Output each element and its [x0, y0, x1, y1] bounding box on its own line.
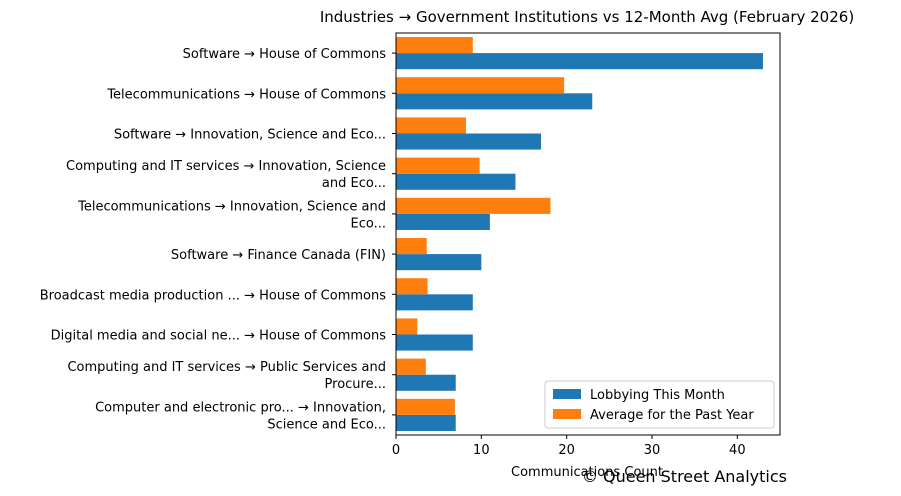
x-tick-label: 30 [644, 443, 661, 458]
bar-past-year-avg-10 [396, 398, 455, 415]
x-tick-label: 0 [392, 443, 400, 458]
bar-past-year-avg-6 [396, 238, 427, 255]
bar-this-month-8 [396, 334, 473, 351]
bar-past-year-avg-7 [396, 278, 428, 295]
y-tick-label: Procure... [325, 377, 386, 392]
bar-this-month-5 [396, 213, 490, 230]
bar-past-year-avg-3 [396, 117, 466, 134]
plot-area [395, 32, 781, 436]
y-tick-label: Computing and IT services → Public Servi… [67, 360, 386, 375]
y-tick-label: Computing and IT services → Innovation, … [66, 159, 386, 174]
bar-this-month-3 [396, 133, 542, 150]
y-tick-label: Telecommunications → House of Commons [106, 87, 386, 102]
x-axis: 0 10 20 30 40 [392, 435, 746, 458]
legend-box [544, 380, 775, 429]
y-axis: Software → House of Commons Telecommunica… [40, 47, 396, 432]
legend-label: Lobbying This Month [590, 388, 725, 403]
bar-this-month-9 [396, 374, 456, 391]
x-tick-label: 10 [473, 443, 490, 458]
chart-title: Industries → Government Institutions vs … [320, 8, 854, 26]
y-tick-label: Software → Innovation, Science and Eco..… [114, 128, 386, 143]
x-tick-label: 20 [558, 443, 575, 458]
bar-this-month-2 [396, 93, 593, 110]
y-tick-label: Software → House of Commons [183, 47, 387, 62]
y-tick-label: Eco... [351, 216, 386, 231]
legend: Lobbying This Month Average for the Past … [544, 380, 775, 429]
legend-label: Average for the Past Year [590, 408, 754, 423]
x-axis-label: Communications Count [511, 465, 663, 480]
y-tick-label: Broadcast media production ... → House o… [40, 288, 386, 303]
y-tick-label: Science and Eco... [267, 417, 386, 432]
bar-past-year-avg-5 [396, 197, 551, 214]
bar-this-month-1 [396, 53, 763, 70]
watermark: © Queen Street Analytics [582, 467, 787, 486]
x-tick-label: 40 [729, 443, 746, 458]
y-tick-label: and Eco... [322, 176, 386, 191]
y-tick-label: Digital media and social ne... → House o… [51, 329, 387, 344]
bar-past-year-avg-4 [396, 157, 480, 174]
bar-this-month-7 [396, 294, 473, 311]
bar-past-year-avg-2 [396, 77, 565, 94]
y-tick-label: Software → Finance Canada (FIN) [171, 248, 386, 263]
bar-past-year-avg-9 [396, 358, 426, 375]
bar-this-month-4 [396, 173, 516, 190]
legend-swatch [553, 409, 581, 419]
plot-frame [395, 32, 781, 436]
bar-past-year-avg-1 [396, 37, 473, 54]
legend-swatch [553, 389, 581, 399]
bar-this-month-10 [396, 414, 456, 431]
bar-this-month-6 [396, 254, 482, 271]
y-tick-label: Computer and electronic pro... → Innovat… [95, 400, 386, 415]
bar-past-year-avg-8 [396, 318, 418, 335]
y-tick-label: Telecommunications → Innovation, Science… [77, 199, 386, 214]
